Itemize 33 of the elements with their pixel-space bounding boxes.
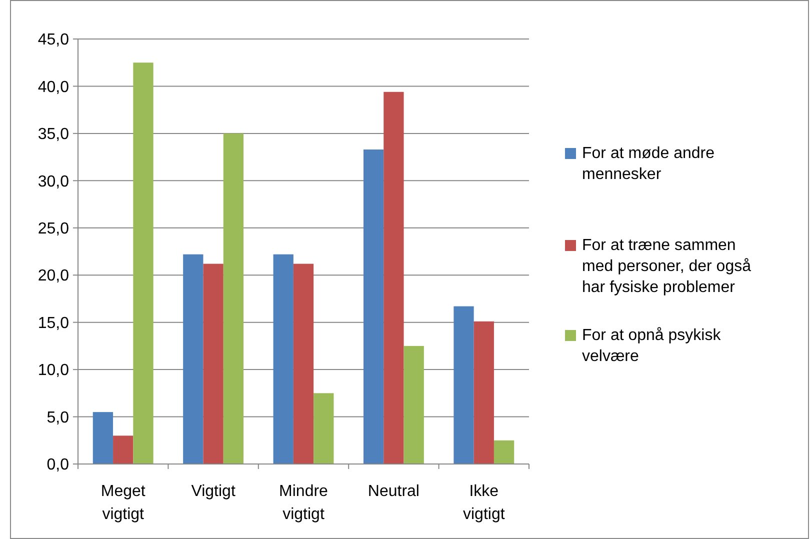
x-tick-label: Neutral <box>368 483 420 500</box>
bar <box>293 264 314 464</box>
x-tick-label: Ikke vigtigt <box>463 483 506 523</box>
bar <box>133 62 154 464</box>
bar <box>494 440 514 464</box>
bar <box>183 254 204 464</box>
y-tick-label: 5,0 <box>46 409 70 426</box>
bar <box>404 346 424 464</box>
y-tick-label: 35,0 <box>38 126 70 144</box>
bar <box>363 150 384 464</box>
y-tick-label: 20,0 <box>38 268 70 285</box>
bar <box>314 393 334 464</box>
bar <box>384 92 404 464</box>
x-tick-label: Meget vigtigt <box>100 483 146 523</box>
legend-label: For at opnå psykisk velvære <box>582 327 722 365</box>
bar <box>454 306 474 464</box>
y-tick-label: 25,0 <box>38 220 70 238</box>
x-tick-label: Vigtigt <box>191 483 236 500</box>
bar <box>113 436 134 464</box>
bar <box>92 412 114 464</box>
y-tick-label: 15,0 <box>38 314 70 332</box>
bar <box>203 264 224 464</box>
bar <box>474 321 494 464</box>
y-tick-label: 10,0 <box>38 362 70 380</box>
legend-label: For at træne sammen med personer, der også har fysiske problemer <box>582 237 752 296</box>
bar <box>273 254 294 464</box>
y-tick-label: 40,0 <box>38 78 70 96</box>
x-tick-label: Mindre vigtigt <box>279 483 328 523</box>
bar <box>223 133 244 464</box>
y-tick-label: 0,0 <box>46 456 70 474</box>
legend-label: For at møde andre mennesker <box>582 145 715 183</box>
y-tick-label: 30,0 <box>38 173 70 190</box>
y-tick-label: 45,0 <box>38 32 70 49</box>
